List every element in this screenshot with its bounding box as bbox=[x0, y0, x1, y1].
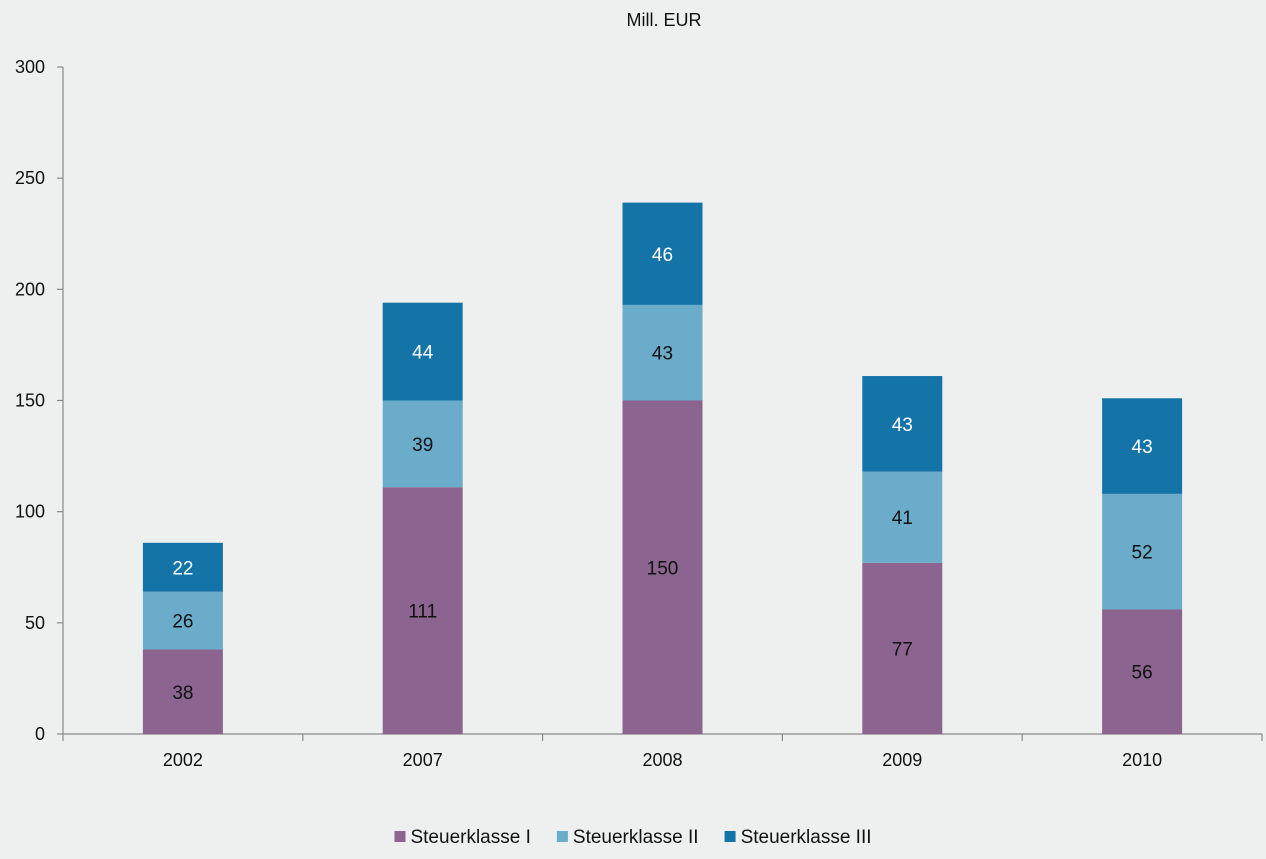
y-tick-label: 50 bbox=[25, 613, 45, 633]
bar-segment-2 bbox=[1102, 493, 1183, 610]
axes: 0 50 100 150 200 250 300 2002 2007 2008 2009 2010 bbox=[15, 57, 1263, 770]
bar-segment-2 bbox=[382, 400, 463, 488]
legend: Steuerklasse I Steuerklasse II Steuerklass… bbox=[394, 827, 872, 848]
data-label: 26 bbox=[172, 612, 193, 633]
y-tick-label: 0 bbox=[35, 724, 45, 744]
data-label: 39 bbox=[412, 435, 433, 456]
data-label: 43 bbox=[892, 415, 913, 436]
bar-segment-3 bbox=[622, 202, 703, 305]
data-label: 56 bbox=[1132, 663, 1153, 684]
bar-segment-3 bbox=[1102, 398, 1183, 494]
legend-label-3: Steuerklasse III bbox=[741, 827, 872, 848]
bar-segment-1 bbox=[142, 649, 223, 734]
bar-segment-2 bbox=[622, 304, 703, 401]
data-label: 44 bbox=[412, 343, 434, 364]
bar-segment-1 bbox=[862, 562, 943, 734]
data-label: 150 bbox=[647, 558, 679, 579]
x-tick-label: 2007 bbox=[403, 750, 443, 770]
bar-segment-3 bbox=[862, 376, 943, 472]
unit-label: Mill. EUR bbox=[627, 10, 702, 30]
data-label: 52 bbox=[1132, 543, 1153, 564]
y-tick-label: 300 bbox=[15, 57, 45, 77]
data-label: 43 bbox=[1132, 437, 1153, 458]
bar-segment-1 bbox=[1102, 609, 1183, 734]
bars: 38 26 22 111 39 44 150 43 46 77 41 43 56 52 43 bbox=[142, 202, 1183, 734]
bar-segment-1 bbox=[382, 487, 463, 734]
y-tick-label: 150 bbox=[15, 391, 45, 411]
legend-label-1: Steuerklasse I bbox=[410, 827, 530, 848]
legend-swatch-2 bbox=[556, 831, 568, 842]
bar-segment-2 bbox=[862, 471, 943, 563]
bar-segment-3 bbox=[142, 542, 223, 592]
bar-segment-3 bbox=[382, 302, 463, 401]
data-label: 38 bbox=[172, 683, 193, 704]
data-label: 77 bbox=[892, 639, 913, 660]
x-tick-label: 2002 bbox=[163, 750, 203, 770]
legend-label-2: Steuerklasse II bbox=[573, 827, 699, 848]
y-tick-label: 100 bbox=[15, 502, 45, 522]
y-tick-label: 250 bbox=[15, 168, 45, 188]
bar-segment-1 bbox=[622, 400, 703, 734]
x-tick-label: 2008 bbox=[642, 750, 682, 770]
data-label: 41 bbox=[892, 508, 913, 529]
legend-swatch-1 bbox=[394, 831, 406, 842]
x-tick-label: 2009 bbox=[882, 750, 922, 770]
bar-segment-2 bbox=[142, 591, 223, 650]
data-label: 46 bbox=[652, 245, 673, 266]
legend-swatch-3 bbox=[724, 831, 736, 842]
data-label: 43 bbox=[652, 344, 673, 365]
x-tick-label: 2010 bbox=[1122, 750, 1162, 770]
data-label: 111 bbox=[408, 602, 437, 623]
y-tick-label: 200 bbox=[15, 279, 45, 299]
data-label: 22 bbox=[172, 558, 193, 579]
